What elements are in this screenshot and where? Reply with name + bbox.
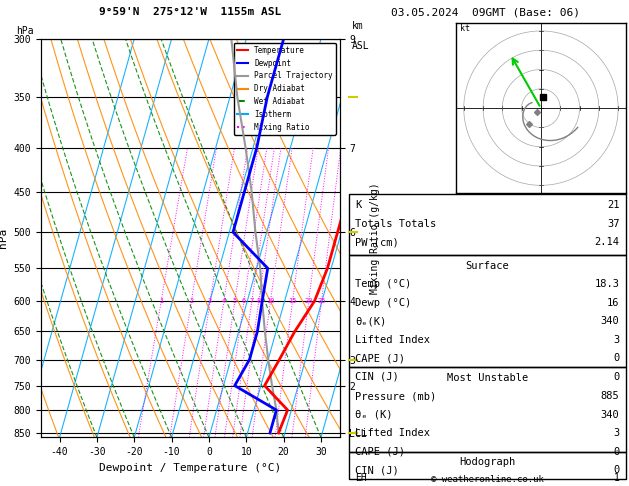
Text: 18.3: 18.3 — [594, 279, 620, 290]
Text: hPa: hPa — [16, 26, 33, 36]
Text: CIN (J): CIN (J) — [355, 372, 399, 382]
Text: 3: 3 — [208, 298, 212, 304]
Text: 885: 885 — [601, 391, 620, 401]
Text: 3: 3 — [613, 335, 620, 345]
Legend: Temperature, Dewpoint, Parcel Trajectory, Dry Adiabat, Wet Adiabat, Isotherm, Mi: Temperature, Dewpoint, Parcel Trajectory… — [233, 43, 336, 135]
Text: 25: 25 — [317, 298, 326, 304]
Text: kt: kt — [460, 24, 470, 33]
Text: EH: EH — [355, 472, 367, 483]
Text: km: km — [352, 21, 364, 31]
Text: 21: 21 — [607, 200, 620, 210]
Text: Surface: Surface — [465, 261, 509, 271]
Text: Pressure (mb): Pressure (mb) — [355, 391, 437, 401]
Text: PW (cm): PW (cm) — [355, 237, 399, 247]
Text: Hodograph: Hodograph — [459, 457, 516, 467]
Text: 0: 0 — [613, 372, 620, 382]
Text: 4: 4 — [222, 298, 226, 304]
Text: © weatheronline.co.uk: © weatheronline.co.uk — [431, 474, 544, 484]
Text: 2: 2 — [189, 298, 194, 304]
X-axis label: Dewpoint / Temperature (°C): Dewpoint / Temperature (°C) — [99, 463, 281, 473]
Y-axis label: hPa: hPa — [0, 228, 8, 248]
Y-axis label: Mixing Ratio (g/kg): Mixing Ratio (g/kg) — [370, 182, 380, 294]
Text: 03.05.2024  09GMT (Base: 06): 03.05.2024 09GMT (Base: 06) — [391, 7, 581, 17]
Text: 340: 340 — [601, 410, 620, 420]
Text: 16: 16 — [607, 298, 620, 308]
Text: Totals Totals: Totals Totals — [355, 219, 437, 229]
Text: 0: 0 — [613, 353, 620, 364]
Text: θₑ (K): θₑ (K) — [355, 410, 393, 420]
Text: K: K — [355, 200, 362, 210]
Text: 10: 10 — [266, 298, 275, 304]
Text: 8: 8 — [257, 298, 261, 304]
Text: 5: 5 — [233, 298, 237, 304]
Text: Dewp (°C): Dewp (°C) — [355, 298, 411, 308]
Text: 37: 37 — [607, 219, 620, 229]
Text: Most Unstable: Most Unstable — [447, 373, 528, 383]
Text: θₑ(K): θₑ(K) — [355, 316, 387, 327]
Text: Lifted Index: Lifted Index — [355, 335, 430, 345]
Text: 7: 7 — [250, 298, 254, 304]
Text: Temp (°C): Temp (°C) — [355, 279, 411, 290]
Text: CAPE (J): CAPE (J) — [355, 447, 405, 457]
Text: CAPE (J): CAPE (J) — [355, 353, 405, 364]
Text: 0: 0 — [613, 447, 620, 457]
Text: 1: 1 — [614, 472, 620, 483]
Text: 340: 340 — [601, 316, 620, 327]
Text: 9°59'N  275°12'W  1155m ASL: 9°59'N 275°12'W 1155m ASL — [99, 7, 281, 17]
Text: 6: 6 — [242, 298, 246, 304]
Text: 20: 20 — [304, 298, 313, 304]
Text: Lifted Index: Lifted Index — [355, 428, 430, 438]
Text: 1: 1 — [159, 298, 164, 304]
Text: 0: 0 — [613, 465, 620, 475]
Text: 2.14: 2.14 — [594, 237, 620, 247]
Text: 15: 15 — [288, 298, 297, 304]
Text: CIN (J): CIN (J) — [355, 465, 399, 475]
Text: 3: 3 — [613, 428, 620, 438]
Text: ASL: ASL — [352, 41, 369, 51]
